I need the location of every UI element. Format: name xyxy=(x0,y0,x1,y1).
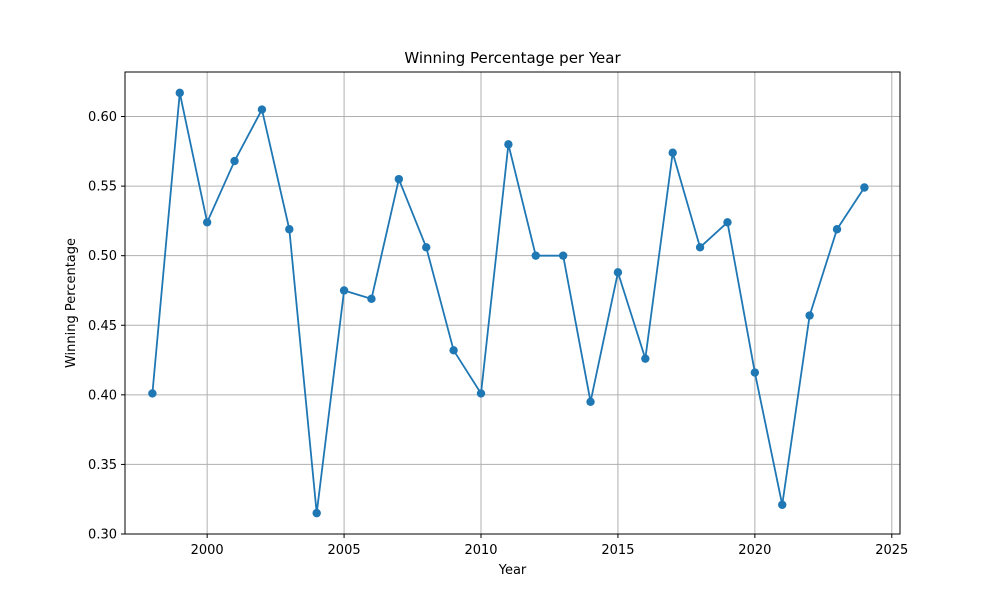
y-tick-label: 0.50 xyxy=(88,249,117,264)
data-point xyxy=(805,311,814,320)
data-point xyxy=(750,368,760,377)
data-point xyxy=(668,148,677,157)
y-tick-label: 0.35 xyxy=(88,458,117,473)
x-tick-label: 2015 xyxy=(601,543,634,558)
data-point xyxy=(613,268,623,277)
data-point xyxy=(558,251,568,260)
data-point xyxy=(449,346,458,355)
data-point xyxy=(860,183,869,192)
data-point xyxy=(394,174,404,184)
y-axis-ticks: 0.30 0.35 0.40 0.45 0.50 0.55 0.60 xyxy=(88,110,125,543)
x-axis-ticks: 2000 2005 2010 2015 2020 2025 xyxy=(191,534,908,558)
data-point xyxy=(778,500,787,509)
y-tick-label: 0.60 xyxy=(88,110,117,125)
x-axis-title: Year xyxy=(498,563,527,578)
data-point xyxy=(504,140,513,149)
series-line-group xyxy=(148,88,869,518)
data-point xyxy=(723,218,732,227)
grid-lines xyxy=(125,72,900,535)
y-axis-title: Winning Percentage xyxy=(64,238,79,368)
data-point xyxy=(257,105,267,114)
data-point xyxy=(695,243,705,252)
y-tick-label: 0.45 xyxy=(88,319,117,334)
data-point xyxy=(476,389,486,398)
data-point xyxy=(531,251,540,260)
data-point xyxy=(641,354,650,363)
data-point xyxy=(339,286,349,295)
chart-title: Winning Percentage per Year xyxy=(404,49,621,67)
data-point xyxy=(285,225,294,234)
data-point xyxy=(586,397,595,407)
data-point xyxy=(312,508,321,518)
data-point xyxy=(367,294,376,304)
data-point xyxy=(202,218,212,227)
x-tick-label: 2010 xyxy=(464,543,497,558)
y-tick-label: 0.55 xyxy=(88,180,117,195)
data-point xyxy=(175,88,184,98)
data-point xyxy=(422,243,431,252)
plot-area-frame xyxy=(124,71,901,535)
data-point xyxy=(832,225,842,234)
data-point xyxy=(148,389,157,398)
y-tick-label: 0.30 xyxy=(88,528,117,543)
y-tick-label: 0.40 xyxy=(88,388,117,403)
x-tick-label: 2005 xyxy=(328,543,361,558)
x-tick-label: 2020 xyxy=(738,543,771,558)
data-point xyxy=(230,156,239,166)
x-tick-label: 2025 xyxy=(875,543,908,558)
x-tick-label: 2000 xyxy=(191,543,224,558)
